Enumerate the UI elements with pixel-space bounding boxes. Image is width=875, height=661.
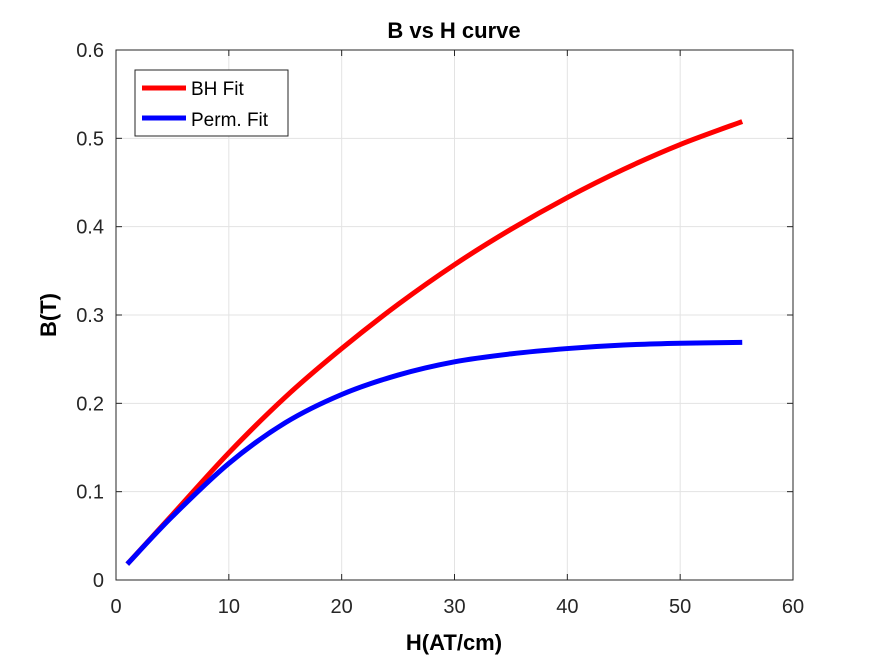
legend-box: [134, 69, 289, 137]
y-tick-label: 0.1: [76, 482, 104, 504]
x-tick-label: 20: [331, 596, 353, 618]
series-group: [125, 119, 744, 566]
x-axis-title: H(AT/cm): [406, 630, 502, 655]
x-tick-label: 10: [218, 596, 240, 618]
legend: BH Fit Perm. Fit: [134, 69, 289, 137]
legend-label-bh-fit: BH Fit: [191, 79, 245, 100]
series-line-perm-fit: [125, 339, 743, 566]
x-tick-label: 50: [669, 596, 691, 618]
y-tick-label: 0.5: [76, 128, 104, 150]
x-tick-label: 0: [110, 596, 121, 618]
chart-title: B vs H curve: [387, 18, 520, 43]
y-tick-label: 0: [93, 570, 104, 592]
legend-label-perm-fit: Perm. Fit: [191, 110, 269, 131]
grid: [116, 50, 793, 580]
y-tick-label: 0.6: [76, 40, 104, 62]
x-tick-label: 60: [782, 596, 804, 618]
y-axis-title: B(T): [36, 293, 61, 337]
y-tick-label: 0.3: [76, 305, 104, 327]
y-tick-label: 0.2: [76, 393, 104, 415]
series-line-bh-fit: [125, 119, 744, 566]
y-tick-label: 0.4: [76, 217, 104, 239]
x-tick-label: 40: [556, 596, 578, 618]
x-tick-label: 30: [443, 596, 465, 618]
ticks: 0 10 20 30 40 50 60 0 0.1 0.2 0.3 0.4 0.5 0.6: [76, 40, 804, 618]
